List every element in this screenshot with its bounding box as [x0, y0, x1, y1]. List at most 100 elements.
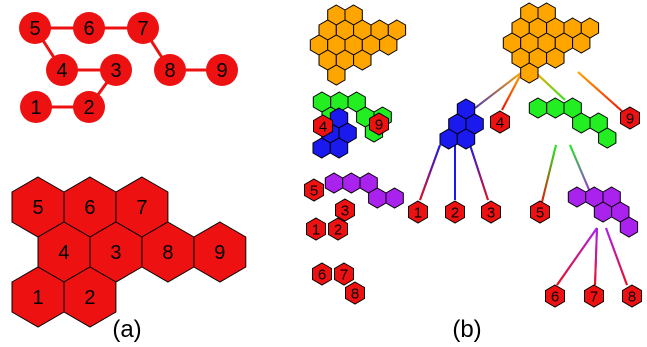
graph-node-circle [100, 54, 132, 86]
blue-cluster-tree-cell [439, 128, 458, 150]
tree-edge-gradient [569, 144, 591, 193]
lattice-label: 6 [84, 197, 95, 219]
orange-cluster-root-cell [546, 47, 565, 69]
graph-node-label: 5 [29, 18, 40, 40]
purple-cluster-tree [567, 186, 639, 238]
left-hex-6-shape [312, 262, 332, 286]
decomposition-tree: 4 9 1 2 3 5 6 7 8 [408, 2, 642, 308]
tree-hex-7-shape [584, 284, 604, 308]
tree-hex-2: 2 [445, 200, 465, 224]
graph-node: 1 [20, 91, 52, 123]
graph-node-circle [46, 54, 78, 86]
orange-cluster-left-cell [327, 64, 346, 86]
tree-hex-8: 8 [622, 284, 642, 308]
purple-cluster-left-cell [368, 187, 387, 209]
tree-hex-9-shape [620, 106, 640, 130]
tree-edges [419, 71, 628, 286]
left-hex-1-label: 1 [312, 221, 320, 238]
lattice-hex [63, 266, 117, 328]
graph-node-label: 3 [110, 60, 121, 82]
graph-node-circle [73, 12, 105, 44]
purple-cluster-tree-cell [619, 216, 639, 238]
tree-edge-gradient [605, 227, 628, 286]
caption-b: (b) [452, 316, 481, 343]
graph-node-label: 2 [83, 97, 94, 119]
tree-hex-1-label: 1 [414, 204, 422, 221]
tree-hex-3-shape [481, 200, 501, 224]
graph-node: 7 [127, 12, 159, 44]
left-hex-7-label: 7 [340, 266, 348, 283]
tree-hex-3-label: 3 [487, 204, 495, 221]
graph-node-label: 6 [83, 18, 94, 40]
tree-edge-gradient [534, 71, 566, 101]
graph-node: 5 [19, 12, 51, 44]
left-hex-4: 4 [313, 114, 333, 138]
left-hex-5-label: 5 [310, 182, 318, 199]
purple-cluster-left-cell [385, 187, 404, 209]
tree-edge-gradient [419, 144, 441, 201]
tree-edge-gradient [501, 71, 523, 111]
lattice-label: 7 [136, 197, 147, 219]
left-hex-1: 1 [306, 217, 326, 241]
purple-cluster-left-cell [324, 172, 344, 194]
left-hex-6-label: 6 [318, 266, 326, 283]
tree-edge-gradient [594, 227, 598, 286]
purple-cluster-tree-cell [567, 186, 587, 208]
tree-hex-2-label: 2 [451, 204, 459, 221]
green-cluster-tree-cell [546, 97, 565, 119]
tree-hex-5-shape [530, 200, 550, 224]
tree-hex-6-shape [545, 284, 565, 308]
graph-node-label: 1 [30, 97, 41, 119]
decomposition-column: 4 9 5 3 1 2 6 78 [304, 4, 407, 305]
tree-edge-gradient [577, 71, 624, 113]
tree-hex-4-label: 4 [496, 114, 504, 131]
graph-node-circle [206, 54, 238, 86]
tree-hex-2-shape [445, 200, 465, 224]
purple-cluster-left [324, 172, 404, 209]
tree-hex-4-shape [490, 110, 510, 134]
tree-hex-4: 4 [490, 110, 510, 134]
caption-a: (a) [112, 316, 141, 343]
lattice-label: 8 [162, 242, 173, 264]
tree-edge-gradient [469, 144, 489, 201]
left-hex-9: 9 [369, 112, 389, 136]
orange-cluster-left-cell [379, 34, 398, 56]
graph-node: 3 [100, 54, 132, 86]
graph-node-circle [73, 91, 105, 123]
blue-cluster-left-cell [329, 137, 349, 159]
tree-edge-gradient [541, 144, 557, 203]
left-hex-9-shape [369, 112, 389, 136]
graph-node-label: 9 [216, 60, 227, 82]
left-hex-1-shape [306, 217, 326, 241]
graph-node-circle [20, 91, 52, 123]
green-cluster-tree-cell [572, 112, 591, 134]
graph-node: 9 [206, 54, 238, 86]
lattice-label: 3 [110, 242, 121, 264]
left-hex-5: 5 [304, 178, 324, 202]
orange-cluster-root-cell [572, 32, 591, 54]
blue-cluster-tree-cell [456, 128, 476, 150]
lattice-label: 4 [58, 242, 69, 264]
left-hex-3-shape [335, 198, 355, 222]
graph-node-label: 7 [137, 18, 148, 40]
green-cluster-tree-cell [528, 97, 548, 119]
left-hex-3: 3 [335, 198, 355, 222]
tree-hex-1: 1 [408, 200, 428, 224]
lattice-label: 1 [32, 287, 43, 309]
lattice-cell: 2 [63, 266, 117, 328]
purple-cluster-tree-cell [593, 201, 613, 223]
left-hex-2-label: 2 [334, 221, 342, 238]
tree-hex-9: 9 [620, 106, 640, 130]
green-cluster-tree-cell [598, 127, 617, 149]
graph-node-circle [19, 12, 51, 44]
tree-hex-3: 3 [481, 200, 501, 224]
graph-node: 8 [154, 54, 186, 86]
tree-hex-6: 6 [545, 284, 565, 308]
tree-hex-9-label: 9 [626, 110, 634, 127]
lattice-label: 9 [214, 242, 225, 264]
orange-cluster-left [309, 4, 407, 86]
tree-hex-7: 7 [584, 284, 604, 308]
tree-hex-8-label: 8 [628, 288, 636, 305]
purple-cluster-left-cell [342, 172, 361, 194]
